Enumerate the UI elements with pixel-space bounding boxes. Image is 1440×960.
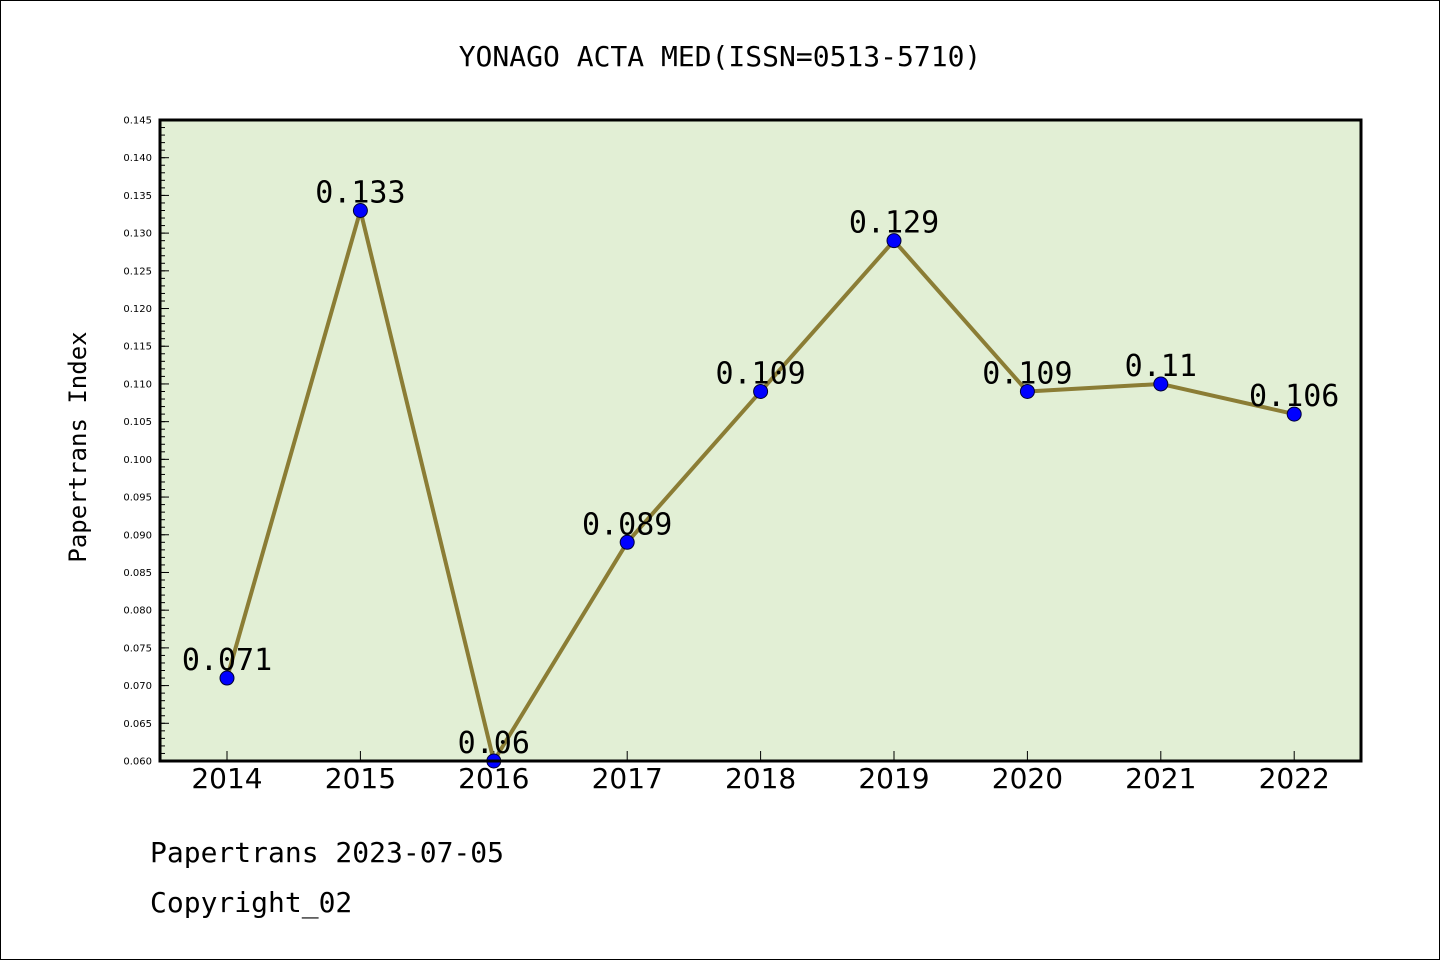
ticks-layer: 0.060 0.065 0.070 0.075 0.080 0.085 0.090 0.095… — [123, 116, 1329, 796]
plot-border — [158, 118, 1363, 763]
data-point — [619, 534, 635, 550]
y-tick-label: 0.100 — [123, 455, 152, 466]
y-tick-label: 0.090 — [123, 530, 152, 541]
x-tick-label: 2015 — [325, 762, 396, 795]
footer-copyright: Copyright_02 — [150, 886, 353, 919]
data-label: 0.106 — [1249, 379, 1339, 414]
chart-title: YONAGO ACTA MED(ISSN=0513-5710) — [459, 40, 982, 73]
data-label: 0.071 — [182, 643, 272, 678]
y-tick-label: 0.130 — [123, 229, 152, 240]
data-point — [352, 202, 368, 218]
y-tick-label: 0.135 — [123, 191, 152, 202]
y-tick-label: 0.065 — [123, 719, 152, 730]
labels-layer: 0.071 0.133 0.06 0.089 0.109 0.129 0.109 0.11 0.… — [182, 175, 1340, 761]
y-tick-label: 0.145 — [123, 116, 152, 127]
y-axis-label: Papertrans Index — [64, 331, 92, 562]
y-tick-label: 0.140 — [123, 153, 152, 164]
y-tick-label: 0.060 — [123, 757, 152, 768]
x-tick-label: 2018 — [725, 762, 796, 795]
footer-date: Papertrans 2023-07-05 — [150, 836, 505, 869]
y-tick-label: 0.105 — [123, 417, 152, 428]
y-tick-label: 0.120 — [123, 304, 152, 315]
x-tick-label: 2019 — [858, 762, 929, 795]
x-tick-label: 2020 — [992, 762, 1063, 795]
plot-area — [160, 120, 1361, 761]
data-point — [753, 383, 769, 399]
x-tick-label: 2021 — [1125, 762, 1196, 795]
data-label: 0.06 — [458, 726, 530, 761]
y-tick-label: 0.095 — [123, 493, 152, 504]
data-label: 0.11 — [1125, 349, 1197, 384]
data-label: 0.109 — [715, 356, 805, 391]
data-label: 0.109 — [982, 356, 1072, 391]
data-point — [219, 670, 235, 686]
x-tick-label: 2017 — [592, 762, 663, 795]
x-tick-label: 2022 — [1259, 762, 1330, 795]
data-label: 0.133 — [315, 175, 405, 210]
y-tick-label: 0.115 — [123, 342, 152, 353]
data-point — [886, 233, 902, 249]
series-layer — [219, 202, 1302, 769]
y-tick-label: 0.110 — [123, 379, 152, 390]
x-tick-label: 2014 — [191, 762, 262, 795]
y-tick-label: 0.070 — [123, 681, 152, 692]
y-tick-label: 0.080 — [123, 606, 152, 617]
data-label: 0.129 — [849, 206, 939, 241]
data-point — [1153, 376, 1169, 392]
y-tick-label: 0.075 — [123, 643, 152, 654]
y-tick-label: 0.125 — [123, 266, 152, 277]
y-tick-label: 0.085 — [123, 568, 152, 579]
data-point — [1019, 383, 1035, 399]
data-label: 0.089 — [582, 507, 672, 542]
data-point — [1286, 406, 1302, 422]
